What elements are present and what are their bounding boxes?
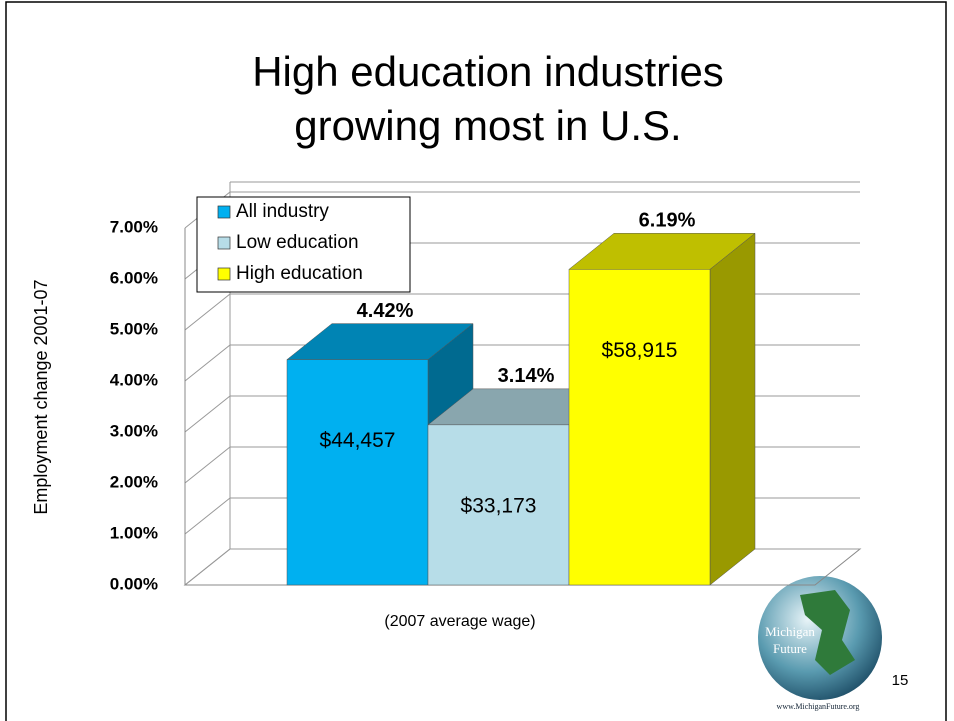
data-label: 3.14% xyxy=(498,365,555,387)
logo-url: www.MichiganFuture.org xyxy=(777,702,860,711)
x-axis-label: (2007 average wage) xyxy=(384,613,535,630)
grid-line xyxy=(184,293,860,331)
y-tick-label: 2.00% xyxy=(110,472,158,491)
legend-label: Low education xyxy=(236,232,359,253)
y-tick-label: 3.00% xyxy=(110,421,158,440)
legend-box xyxy=(196,196,411,293)
bar-side xyxy=(709,232,756,586)
legend-label: All industry xyxy=(236,201,329,222)
wage-label: $33,173 xyxy=(461,494,537,517)
y-tick-label: 5.00% xyxy=(110,319,158,338)
logo-map xyxy=(800,590,855,675)
logo-text: Michigan xyxy=(765,624,815,639)
legend-swatch xyxy=(217,205,231,219)
page-number: 15 xyxy=(892,672,909,689)
chart-title: growing most in U.S. xyxy=(294,102,681,149)
legend: All industry Low education High education xyxy=(196,196,411,293)
y-tick-label: 6.00% xyxy=(110,268,158,287)
slide-border xyxy=(5,1,947,721)
data-label: 4.42% xyxy=(357,300,414,322)
y-tick-label: 0.00% xyxy=(110,574,158,593)
logo-text: Future xyxy=(773,641,807,656)
y-tick-label: 7.00% xyxy=(110,217,158,236)
legend-swatch xyxy=(217,236,231,250)
y-axis-label: Employment change 2001-07 xyxy=(31,279,51,514)
logo: Michigan Future www.MichiganFuture.org xyxy=(758,576,882,711)
data-label: 6.19% xyxy=(639,210,696,232)
wage-label: $44,457 xyxy=(320,429,396,452)
chart-title: High education industries xyxy=(252,48,724,95)
legend-label: High education xyxy=(236,263,363,284)
y-tick-label: 4.00% xyxy=(110,370,158,389)
y-tick-label: 1.00% xyxy=(110,523,158,542)
bar xyxy=(568,269,711,586)
bar xyxy=(427,424,570,586)
wage-label: $58,915 xyxy=(602,339,678,362)
logo-globe xyxy=(758,576,882,700)
legend-swatch xyxy=(217,267,231,281)
bar xyxy=(286,359,429,586)
